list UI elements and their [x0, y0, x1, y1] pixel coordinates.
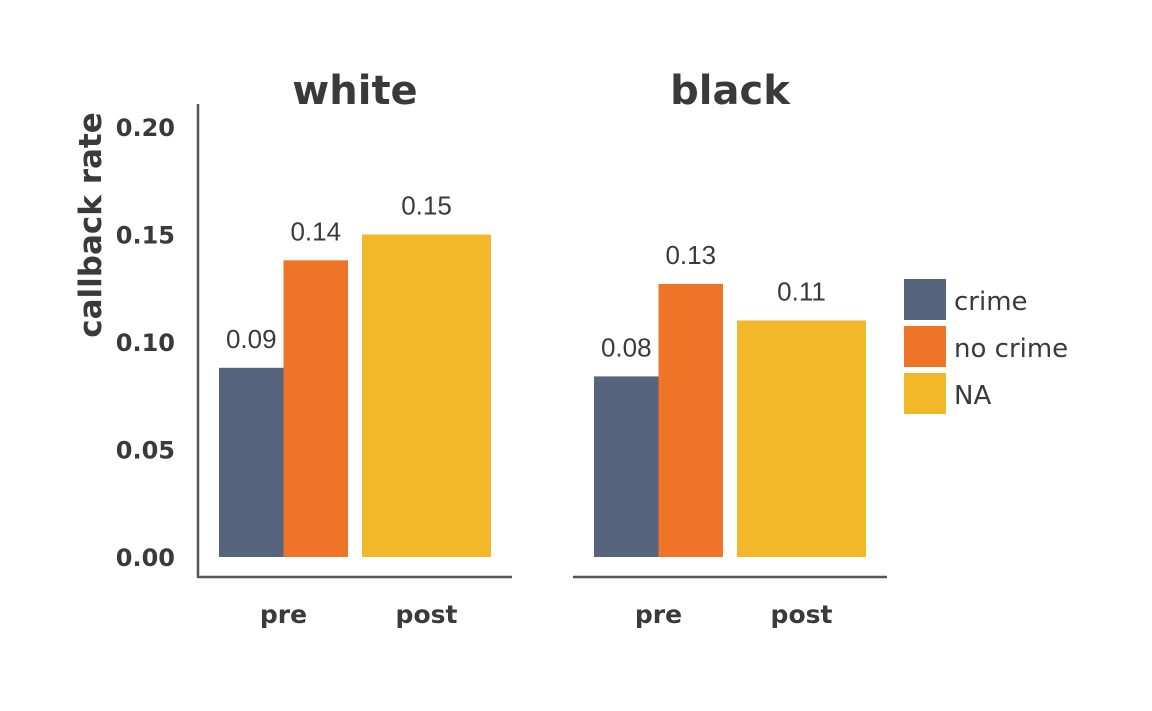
- data-label: 0.08: [601, 332, 652, 362]
- x-tick-label: post: [396, 600, 458, 629]
- y-tick-label: 0.05: [116, 437, 175, 465]
- data-label: 0.15: [401, 191, 452, 221]
- legend-swatch: [904, 326, 946, 367]
- x-tick-label: pre: [260, 600, 307, 629]
- x-tick-label: pre: [635, 600, 682, 629]
- y-tick-label: 0.00: [116, 544, 175, 572]
- data-label: 0.11: [777, 277, 826, 307]
- panel-title: white: [292, 68, 417, 114]
- bar-pre-no-crime: [283, 260, 348, 557]
- bar-post-na: [362, 234, 491, 557]
- legend-label: NA: [954, 381, 991, 411]
- data-label: 0.13: [665, 240, 716, 270]
- legend-swatch: [904, 373, 946, 414]
- x-tick-label: post: [771, 600, 833, 629]
- panel-title: black: [670, 68, 791, 114]
- y-tick-label: 0.15: [116, 222, 175, 250]
- legend-label: crime: [954, 287, 1028, 317]
- y-axis-label: callback rate: [73, 112, 109, 338]
- bar-pre-crime: [594, 376, 659, 557]
- bar-pre-no-crime: [658, 283, 723, 557]
- bar-pre-crime: [219, 367, 284, 557]
- legend-label: no crime: [954, 334, 1068, 364]
- bar-post-na: [737, 320, 866, 557]
- y-tick-label: 0.10: [116, 329, 175, 357]
- legend-swatch: [904, 279, 946, 320]
- data-label: 0.14: [290, 216, 341, 246]
- y-tick-label: 0.20: [116, 114, 175, 142]
- data-label: 0.09: [226, 324, 277, 354]
